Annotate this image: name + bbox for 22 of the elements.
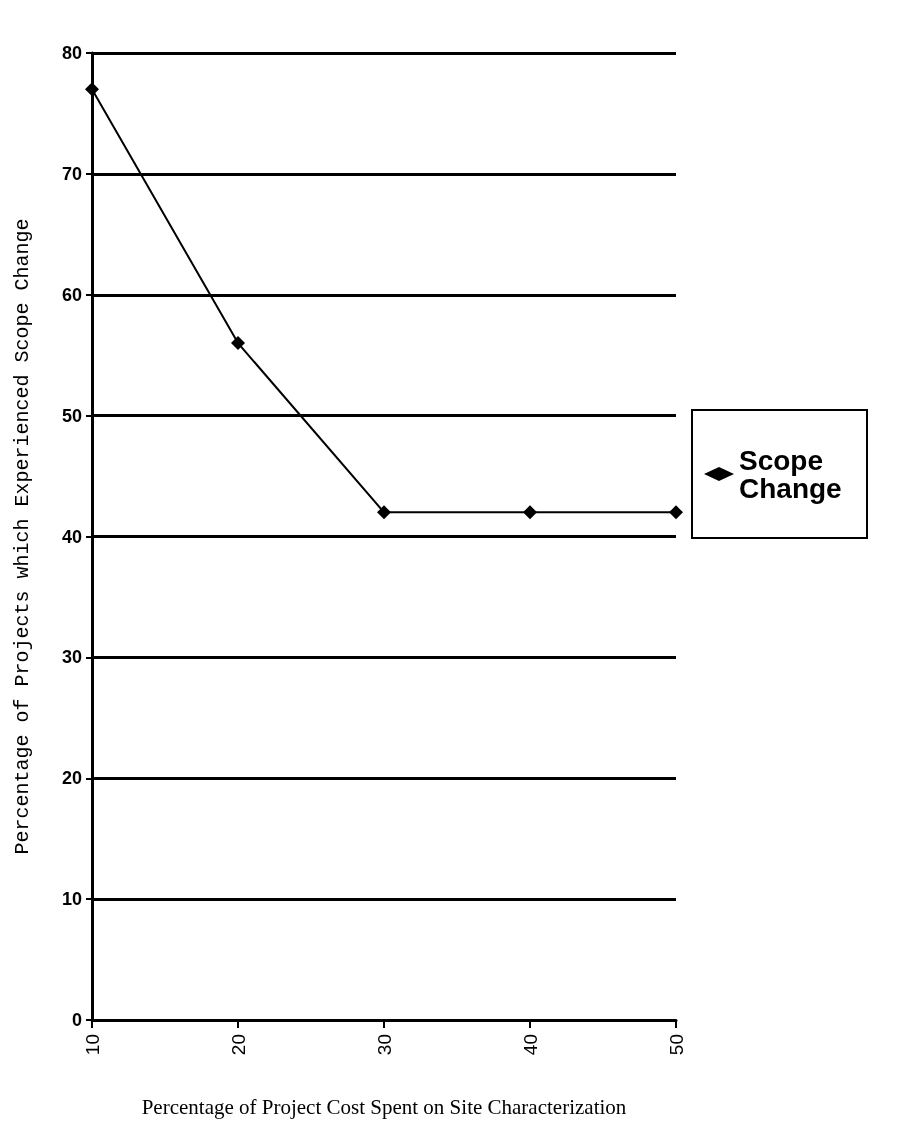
x-tick-label: 20 [227, 1034, 249, 1056]
x-tick-label: 40 [519, 1034, 541, 1056]
y-tick-label: 60 [61, 284, 82, 305]
point [669, 505, 683, 520]
y-tick-label: 30 [61, 647, 82, 668]
x-tick-label: 30 [373, 1034, 395, 1056]
y-tick-label: 70 [61, 163, 82, 184]
y-tick-label: 80 [61, 43, 82, 63]
y-tick-label: 10 [61, 889, 82, 910]
legend-label: Scope Change [739, 444, 842, 504]
x-axis-title: Percentage of Project Cost Spent on Site Characterization [141, 1094, 627, 1119]
y-axis-title: Percentage of Projects which Experienced Scope Change [10, 218, 34, 855]
point [85, 82, 99, 97]
x-tick-label: 50 [665, 1034, 687, 1056]
y-tick-label: 40 [61, 526, 82, 547]
point [231, 336, 245, 351]
y-tick-label: 50 [61, 405, 82, 426]
x-tick-label: 10 [81, 1034, 103, 1056]
point [523, 505, 537, 520]
point [377, 505, 391, 520]
y-tick-label: 0 [71, 1010, 82, 1030]
y-tick-label: 20 [61, 768, 82, 789]
